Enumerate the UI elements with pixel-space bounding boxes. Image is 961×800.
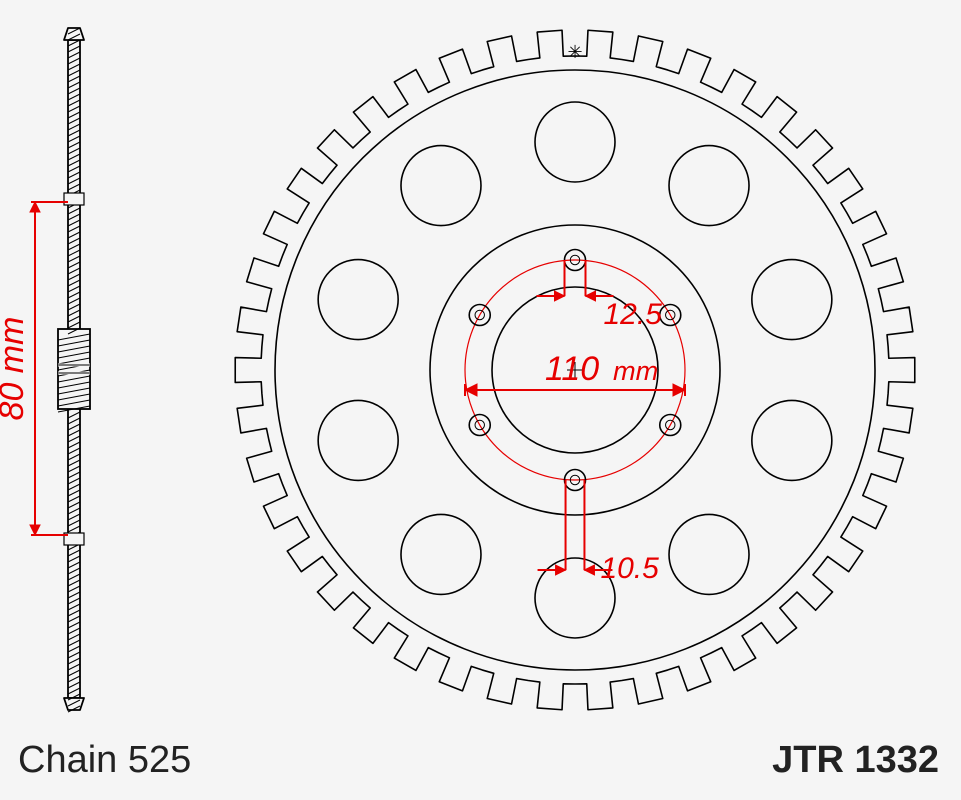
svg-text:80 mm: 80 mm [0, 317, 31, 421]
drawing-svg: 80 mm ✳ 110 mm 12.5 10.5 [0, 0, 961, 800]
svg-text:✳: ✳ [567, 42, 582, 62]
svg-text:10.5: 10.5 [600, 552, 659, 585]
chain-label: Chain 525 [18, 739, 191, 782]
svg-text:12.5: 12.5 [604, 298, 663, 331]
svg-text:110: 110 [545, 350, 599, 388]
part-number: JTR 1332 [772, 739, 939, 782]
svg-text:mm: mm [613, 355, 658, 386]
drawing-stage: 80 mm ✳ 110 mm 12.5 10.5 Chain 525 JTR 1332 [0, 0, 961, 800]
